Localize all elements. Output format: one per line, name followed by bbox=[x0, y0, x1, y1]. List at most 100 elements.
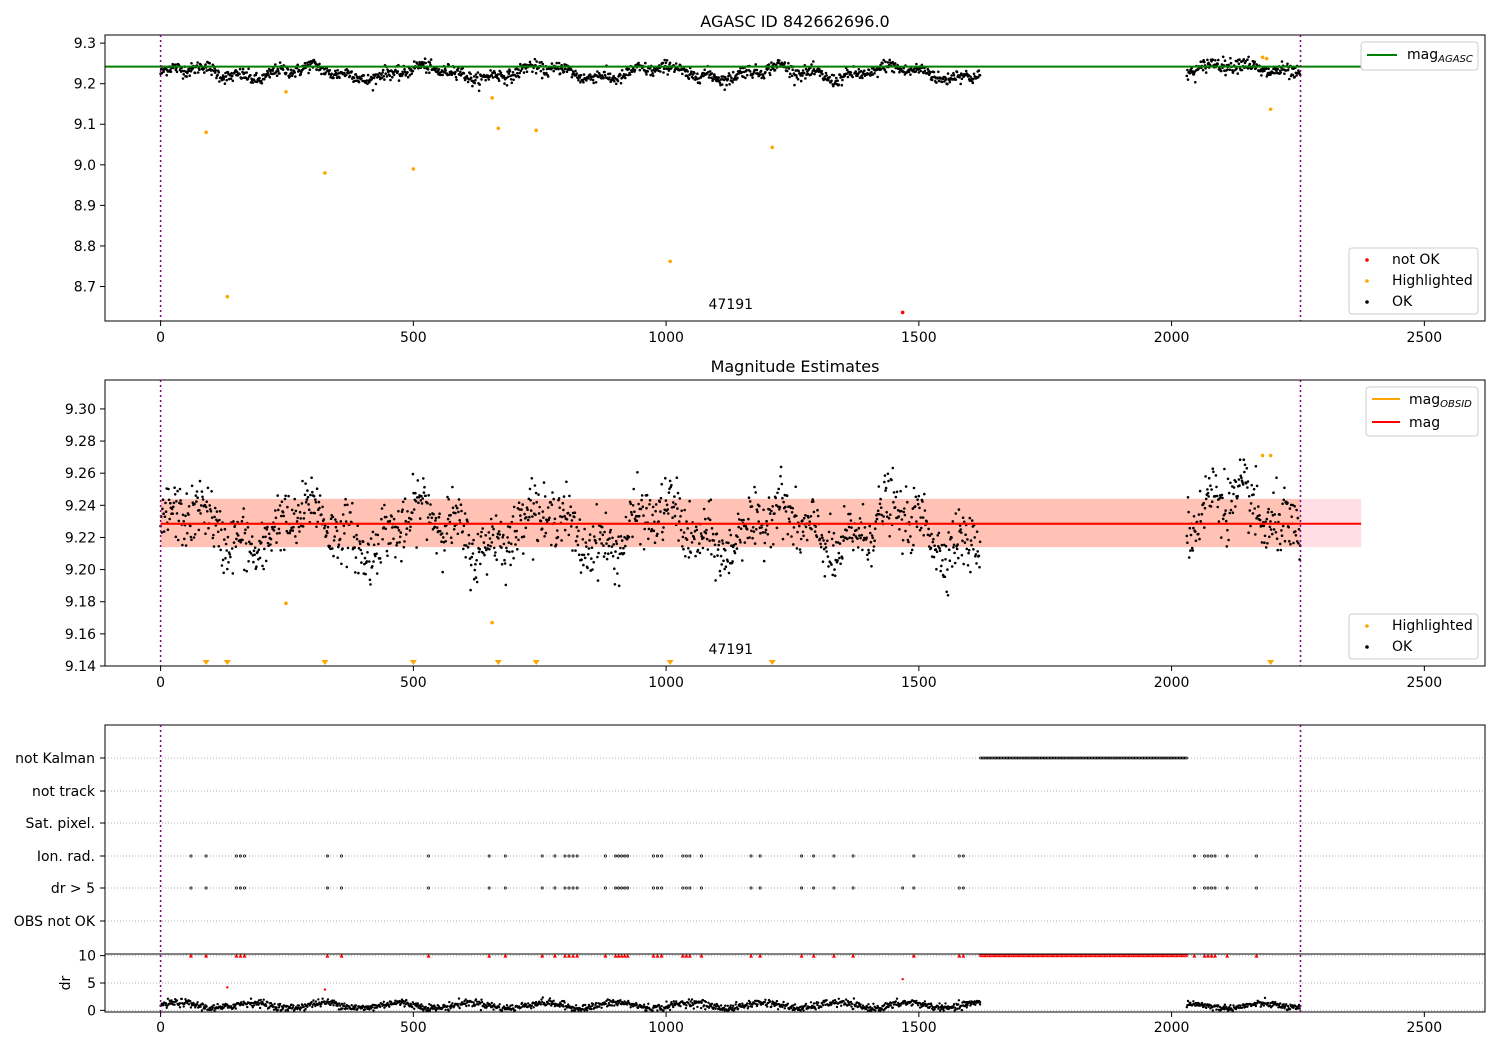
x-tick-label: 500 bbox=[400, 675, 427, 691]
dr-point bbox=[203, 1007, 207, 1010]
ok-point bbox=[961, 539, 964, 543]
ok-point bbox=[861, 76, 864, 80]
dr-point bbox=[587, 1006, 590, 1010]
ok-point bbox=[304, 482, 307, 485]
dr5-point bbox=[851, 886, 855, 890]
dr5-point bbox=[620, 886, 624, 890]
ok-point bbox=[788, 520, 791, 523]
dr-point bbox=[776, 1008, 780, 1011]
ok-point bbox=[888, 535, 891, 538]
ok-point bbox=[355, 533, 358, 537]
ok-point bbox=[526, 508, 529, 512]
ok-point bbox=[522, 535, 526, 538]
ok-point bbox=[396, 70, 400, 73]
dr-point bbox=[675, 1000, 678, 1003]
ok-point bbox=[380, 517, 383, 521]
ok-point bbox=[482, 541, 486, 544]
ok-point bbox=[1209, 484, 1212, 488]
dr-point bbox=[941, 1007, 945, 1010]
dr-point bbox=[629, 1006, 632, 1009]
ok-point bbox=[742, 518, 745, 522]
dr-point bbox=[850, 1002, 854, 1005]
dr-point bbox=[847, 1001, 850, 1004]
ok-point bbox=[607, 552, 610, 555]
ok-point bbox=[397, 509, 400, 513]
dr-point bbox=[402, 1002, 405, 1005]
ok-point bbox=[287, 494, 290, 498]
ok-point bbox=[892, 71, 896, 74]
ok-point bbox=[1288, 77, 1291, 81]
ion-rad-point bbox=[603, 854, 607, 858]
not-kalman-point bbox=[1006, 756, 1010, 760]
ok-point bbox=[784, 505, 787, 509]
dr-point bbox=[505, 1004, 509, 1007]
ok-point bbox=[488, 537, 492, 540]
ok-point bbox=[944, 77, 948, 80]
dr-point bbox=[540, 998, 543, 1001]
ok-point bbox=[620, 69, 624, 72]
ok-point bbox=[910, 548, 914, 552]
ok-point bbox=[303, 61, 307, 65]
dr-point bbox=[801, 1006, 805, 1010]
ok-point bbox=[209, 508, 212, 511]
ok-point bbox=[212, 545, 216, 548]
ok-point bbox=[1221, 55, 1225, 59]
ok-point bbox=[827, 565, 830, 568]
ok-point bbox=[674, 503, 677, 506]
dr-point bbox=[855, 1001, 859, 1004]
ok-point bbox=[886, 472, 890, 476]
ok-point bbox=[195, 490, 199, 493]
ok-point bbox=[909, 551, 913, 555]
dr-point bbox=[350, 1004, 353, 1007]
dr-point bbox=[693, 1000, 696, 1003]
ok-point bbox=[474, 576, 478, 579]
flags-grid bbox=[100, 757, 1485, 922]
ok-point bbox=[353, 546, 357, 549]
ok-point bbox=[171, 512, 174, 515]
ok-point bbox=[1228, 68, 1232, 71]
ok-point bbox=[477, 550, 481, 554]
ok-point bbox=[253, 553, 256, 556]
ok-point bbox=[1229, 56, 1232, 60]
ok-point bbox=[1293, 75, 1296, 79]
ok-point bbox=[423, 485, 426, 489]
ok-point bbox=[596, 555, 599, 559]
ok-point bbox=[1224, 73, 1227, 77]
not-kalman-point bbox=[982, 756, 985, 760]
ok-point bbox=[266, 525, 269, 529]
y-tick-label: 9.30 bbox=[65, 402, 96, 418]
ok-point bbox=[672, 505, 676, 509]
ok-point bbox=[928, 534, 932, 537]
ok-point bbox=[768, 512, 772, 515]
ok-point bbox=[779, 465, 783, 469]
ok-point bbox=[855, 528, 858, 532]
dr-point bbox=[360, 1006, 364, 1010]
not-kalman-point bbox=[1124, 756, 1128, 760]
ok-point bbox=[264, 559, 268, 563]
ok-point bbox=[531, 70, 534, 73]
dr-point bbox=[730, 1008, 734, 1012]
ok-point bbox=[1232, 492, 1235, 496]
dr-point bbox=[352, 1008, 356, 1011]
ok-point bbox=[479, 535, 483, 538]
ok-point bbox=[447, 498, 451, 501]
ok-point bbox=[856, 537, 859, 540]
ok-point bbox=[356, 524, 360, 527]
ok-point bbox=[527, 497, 531, 501]
ok-point bbox=[208, 504, 211, 507]
ok-point bbox=[579, 73, 583, 77]
not-kalman-point bbox=[1174, 756, 1178, 760]
ok-point bbox=[858, 534, 861, 537]
ok-point bbox=[593, 535, 596, 538]
agasc-legend-sub: AGASC bbox=[1437, 54, 1473, 65]
ok-point bbox=[1227, 538, 1230, 542]
offscale-marker bbox=[666, 660, 674, 665]
ok-point bbox=[841, 78, 844, 82]
dr-flag-marker bbox=[426, 953, 431, 958]
ok-point bbox=[859, 536, 862, 540]
dr-point bbox=[339, 1004, 342, 1007]
ok-point bbox=[1242, 458, 1246, 462]
ok-point bbox=[459, 70, 462, 74]
ok-point bbox=[220, 564, 224, 567]
ok-point bbox=[773, 68, 777, 72]
